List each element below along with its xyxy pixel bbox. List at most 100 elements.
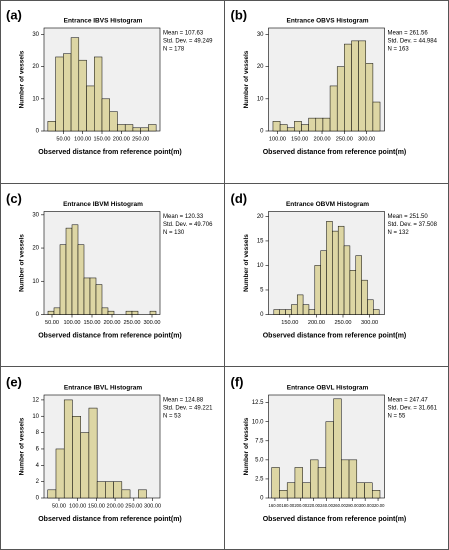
x-tick-label: 200.00 [313,136,330,142]
bar [279,490,288,499]
bar [348,459,358,499]
bar [301,124,309,132]
x-tick-label: 200.00 [107,503,124,509]
bar [124,124,134,132]
chart-title: Entrance IBVS Histogram [64,18,143,25]
y-tick-label: 6 [36,447,40,453]
bar [286,127,295,132]
x-tick-label: 320.00 [372,503,385,508]
bar [55,448,65,499]
bar [55,56,64,132]
y-axis-label: Number of vessels [243,234,250,292]
bar [101,307,109,315]
panel: (c) Entrance IBVM Histogram Mean = 120.33 S… [6,191,213,339]
y-tick-label: 10 [257,263,264,269]
bar [149,310,157,315]
y-axis-label: Number of vessels [19,417,26,475]
bar [285,309,292,315]
x-tick-label: 160.00 [269,503,282,508]
y-tick-label: 0 [260,496,264,502]
x-axis-label: Observed distance from reference point(m… [263,149,407,156]
y-tick-label: 15 [257,239,264,245]
stat-text: N = 178 [163,47,185,53]
y-tick-label: 30 [257,32,264,38]
bar [77,244,85,315]
panel-label: (d) [231,191,248,206]
bar [88,407,98,499]
x-tick-label: 280.00 [346,503,359,508]
bar [358,40,367,132]
bar [344,43,352,132]
chart-title: Entrance IBVL Histogram [64,385,142,392]
y-tick-label: 5.0 [255,457,264,463]
y-axis-label: Number of vessels [19,50,26,108]
y-tick-label: 0 [36,129,40,135]
bar [271,467,280,499]
y-tick-label: 30 [32,212,39,218]
bar [273,309,280,315]
y-axis-label: Number of vessels [243,417,250,475]
panel-label: (e) [6,374,22,389]
panel-label: (f) [231,374,244,389]
chart-title: Entrance OBVL Histogram [287,385,369,392]
stat-text: Std. Dev. = 49.249 [163,39,213,45]
x-tick-label: 250.00 [123,320,140,326]
bar [72,416,81,499]
bar [296,294,304,315]
x-tick-label: 100.00 [69,503,86,509]
bar [138,489,147,499]
x-tick-label: 150.00 [93,136,110,142]
stat-text: Std. Dev. = 31.661 [388,406,438,412]
x-tick-label: 50.00 [52,503,66,509]
stat-text: Mean = 120.33 [163,214,204,220]
y-axis-label: Number of vessels [243,50,250,108]
bar [365,63,374,132]
stat-text: Std. Dev. = 49.706 [163,222,213,228]
y-tick-label: 30 [32,32,39,38]
bar [78,59,87,132]
stat-text: Mean = 251.50 [388,214,429,220]
x-axis-label: Observed distance from reference point(m… [263,332,407,339]
panel: (d) Entrance OBVM Histogram Mean = 251.50 S… [231,191,438,339]
x-tick-label: 50.00 [45,320,59,326]
bar [279,124,288,132]
chart-title: Entrance OBVM Histogram [286,201,369,208]
panel-label: (c) [6,191,22,206]
bar [308,309,316,315]
bar [94,56,103,132]
x-tick-label: 100.00 [74,136,91,142]
x-tick-label: 180.00 [281,503,294,508]
bar [53,307,61,315]
y-tick-label: 4 [36,463,40,469]
bar [325,421,334,499]
y-tick-label: 10 [257,96,264,102]
stat-text: Std. Dev. = 37.508 [388,222,438,228]
x-tick-label: 50.00 [56,136,70,142]
bar [121,489,131,499]
bar [310,459,319,499]
bar [70,37,80,132]
stat-text: Std. Dev. = 49.221 [163,406,213,412]
bar [332,230,339,315]
x-tick-label: 150.00 [88,503,105,509]
y-tick-label: 0 [260,312,264,318]
bar [107,310,115,315]
bar [367,299,374,315]
stat-text: N = 53 [163,414,182,420]
bar [333,398,342,499]
bar [341,459,350,499]
chart-title: Entrance IBVM Histogram [63,201,143,208]
bar [86,85,95,132]
bar [337,225,345,315]
x-tick-label: 200.00 [294,503,307,508]
x-tick-label: 200.00 [113,136,130,142]
bar [132,127,141,132]
y-tick-label: 12 [32,397,39,403]
y-tick-label: 20 [257,64,264,70]
x-tick-label: 300.00 [143,320,160,326]
bar [349,270,357,315]
bar [59,244,67,315]
panel: (e) Entrance IBVL Histogram Mean = 124.88 S… [6,374,213,522]
bar [372,490,381,499]
y-tick-label: 0 [36,312,40,318]
